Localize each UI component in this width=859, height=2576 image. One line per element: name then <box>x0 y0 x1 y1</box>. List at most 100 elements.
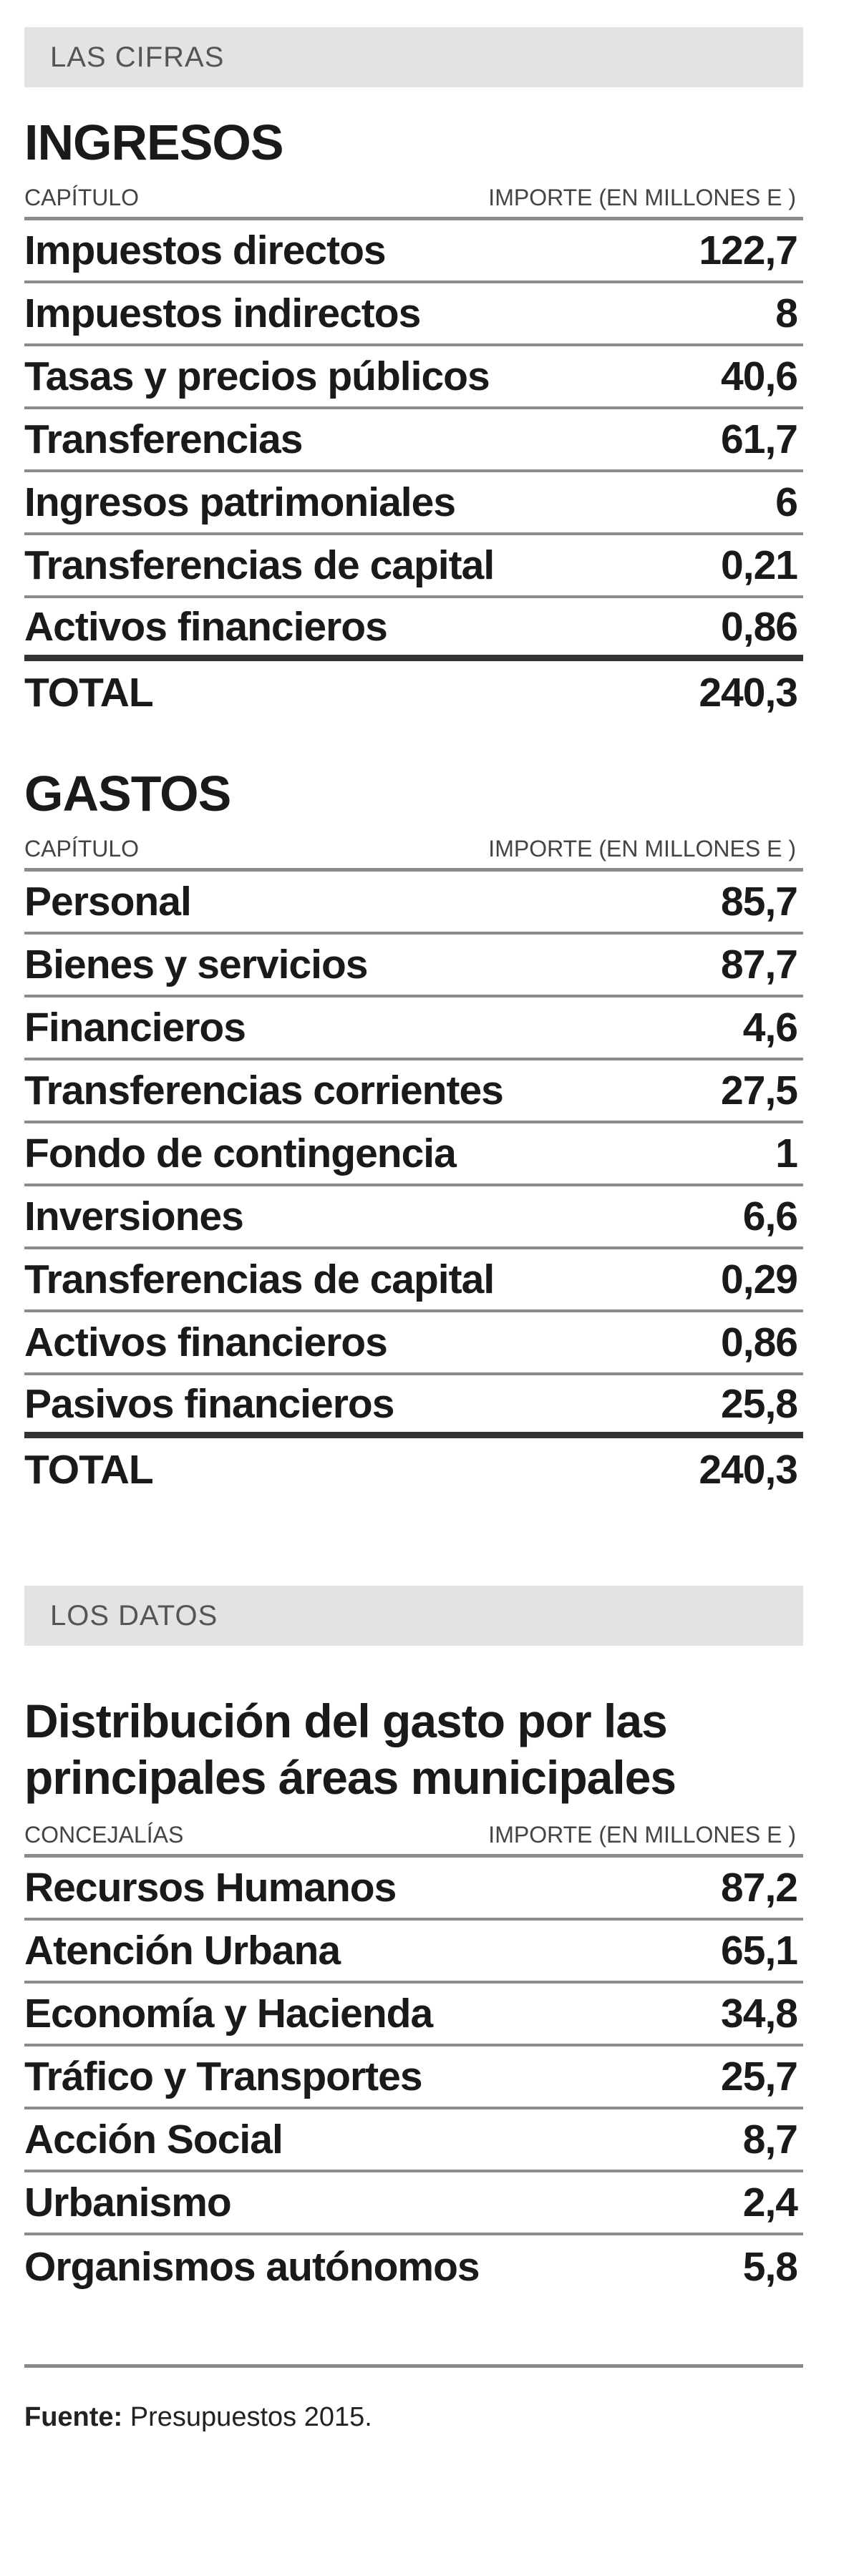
row-label: Fondo de contingencia <box>24 1131 457 1176</box>
datos-band: LOS DATOS <box>24 1586 803 1646</box>
row-value: 0,86 <box>721 1319 798 1365</box>
distribucion-table-header: CONCEJALÍAS IMPORTE (EN MILLONES E ) <box>24 1812 803 1858</box>
table-row: Transferencias de capital 0,29 <box>24 1249 803 1312</box>
ingresos-section: INGRESOS CAPÍTULO IMPORTE (EN MILLONES E… <box>24 117 803 724</box>
source-text: Presupuestos 2015. <box>130 2402 372 2433</box>
ingresos-table-body: Impuestos directos 122,7 Impuestos indir… <box>24 220 803 724</box>
total-label: TOTAL <box>24 1447 154 1493</box>
gastos-col-right: IMPORTE (EN MILLONES E ) <box>488 836 796 862</box>
row-label: Transferencias de capital <box>24 1257 495 1302</box>
row-label: Recursos Humanos <box>24 1865 397 1911</box>
distribucion-title-line2: principales áreas municipales <box>24 1751 676 1805</box>
source-line: Fuente: Presupuestos 2015. <box>24 2402 803 2433</box>
cifras-band: LAS CIFRAS <box>24 27 803 87</box>
row-label: Acción Social <box>24 2117 283 2163</box>
row-value: 8,7 <box>742 2117 798 2163</box>
table-row: Pasivos financieros 25,8 <box>24 1375 803 1438</box>
row-value: 8 <box>775 291 798 336</box>
table-row: Atención Urbana 65,1 <box>24 1921 803 1984</box>
distribucion-col-left: CONCEJALÍAS <box>24 1822 184 1848</box>
distribucion-section: Distribución del gasto por las principal… <box>24 1693 803 2298</box>
table-row: Economía y Hacienda 34,8 <box>24 1984 803 2047</box>
row-label: Economía y Hacienda <box>24 1991 433 2037</box>
total-value: 240,3 <box>699 1447 798 1493</box>
table-row: Tasas y precios públicos 40,6 <box>24 346 803 409</box>
row-value: 34,8 <box>721 1991 798 2037</box>
ingresos-title: INGRESOS <box>24 114 284 170</box>
row-value: 25,8 <box>721 1380 798 1427</box>
row-value: 25,7 <box>721 2054 798 2100</box>
table-row: Fondo de contingencia 1 <box>24 1123 803 1186</box>
distribucion-title: Distribución del gasto por las principal… <box>24 1693 803 1806</box>
table-row: Tráfico y Transportes 25,7 <box>24 2046 803 2110</box>
table-row: Acción Social 8,7 <box>24 2109 803 2173</box>
row-label: Tasas y precios públicos <box>24 353 490 399</box>
gastos-table-body: Personal 85,7 Bienes y servicios 87,7 Fi… <box>24 872 803 1501</box>
row-label: Personal <box>24 879 192 924</box>
row-value: 6,6 <box>742 1194 798 1239</box>
source-label: Fuente: <box>24 2402 123 2433</box>
row-value: 27,5 <box>721 1068 798 1113</box>
row-label: Transferencias <box>24 416 303 462</box>
row-value: 65,1 <box>721 1928 798 1974</box>
row-value: 87,2 <box>721 1865 798 1911</box>
gastos-table-header: CAPÍTULO IMPORTE (EN MILLONES E ) <box>24 826 803 872</box>
table-row: Activos financieros 0,86 <box>24 1312 803 1375</box>
row-value: 40,6 <box>721 353 798 399</box>
row-label: Organismos autónomos <box>24 2244 480 2290</box>
row-label: Financieros <box>24 1005 246 1050</box>
cifras-band-label: LAS CIFRAS <box>50 41 225 73</box>
row-label: Atención Urbana <box>24 1928 341 1974</box>
row-value: 61,7 <box>721 416 798 462</box>
row-value: 4,6 <box>742 1005 798 1050</box>
table-row: Inversiones 6,6 <box>24 1186 803 1249</box>
row-value: 0,86 <box>721 603 798 650</box>
row-value: 85,7 <box>721 879 798 924</box>
table-row: Organismos autónomos 5,8 <box>24 2235 803 2298</box>
row-value: 5,8 <box>742 2244 798 2290</box>
table-row: Recursos Humanos 87,2 <box>24 1858 803 1921</box>
row-label: Pasivos financieros <box>24 1380 394 1427</box>
row-value: 0,21 <box>721 542 798 588</box>
row-label: Bienes y servicios <box>24 942 368 987</box>
infographic: LAS CIFRAS INGRESOS CAPÍTULO IMPORTE (EN… <box>24 27 803 2433</box>
row-value: 2,4 <box>742 2180 798 2226</box>
total-label: TOTAL <box>24 670 154 716</box>
row-label: Inversiones <box>24 1194 244 1239</box>
datos-band-label: LOS DATOS <box>50 1599 218 1631</box>
row-label: Activos financieros <box>24 1319 388 1365</box>
table-row: Transferencias 61,7 <box>24 409 803 472</box>
source-divider <box>24 2364 803 2368</box>
distribucion-col-right: IMPORTE (EN MILLONES E ) <box>488 1822 796 1848</box>
row-label: Activos financieros <box>24 603 388 650</box>
ingresos-col-left: CAPÍTULO <box>24 185 140 210</box>
row-label: Impuestos indirectos <box>24 291 421 336</box>
row-label: Urbanismo <box>24 2180 232 2226</box>
total-row: TOTAL 240,3 <box>24 1438 803 1501</box>
table-row: Personal 85,7 <box>24 872 803 935</box>
row-value: 6 <box>775 479 798 525</box>
table-row: Bienes y servicios 87,7 <box>24 935 803 997</box>
table-row: Financieros 4,6 <box>24 997 803 1060</box>
row-value: 122,7 <box>699 228 798 273</box>
gastos-title: GASTOS <box>24 766 231 821</box>
table-row: Impuestos directos 122,7 <box>24 220 803 283</box>
table-row: Impuestos indirectos 8 <box>24 283 803 346</box>
row-label: Transferencias corrientes <box>24 1068 504 1113</box>
row-value: 87,7 <box>721 942 798 987</box>
table-row: Ingresos patrimoniales 6 <box>24 472 803 535</box>
table-row: Urbanismo 2,4 <box>24 2172 803 2236</box>
table-row: Activos financieros 0,86 <box>24 598 803 661</box>
row-value: 1 <box>775 1131 798 1176</box>
ingresos-table-header: CAPÍTULO IMPORTE (EN MILLONES E ) <box>24 175 803 220</box>
table-row: Transferencias de capital 0,21 <box>24 535 803 598</box>
row-label: Tráfico y Transportes <box>24 2054 423 2100</box>
distribucion-table-body: Recursos Humanos 87,2 Atención Urbana 65… <box>24 1858 803 2298</box>
gastos-col-left: CAPÍTULO <box>24 836 140 862</box>
total-row: TOTAL 240,3 <box>24 661 803 724</box>
distribucion-title-line1: Distribución del gasto por las <box>24 1694 668 1747</box>
row-label: Transferencias de capital <box>24 542 495 588</box>
ingresos-col-right: IMPORTE (EN MILLONES E ) <box>488 185 796 210</box>
row-label: Impuestos directos <box>24 228 387 273</box>
table-row: Transferencias corrientes 27,5 <box>24 1060 803 1123</box>
